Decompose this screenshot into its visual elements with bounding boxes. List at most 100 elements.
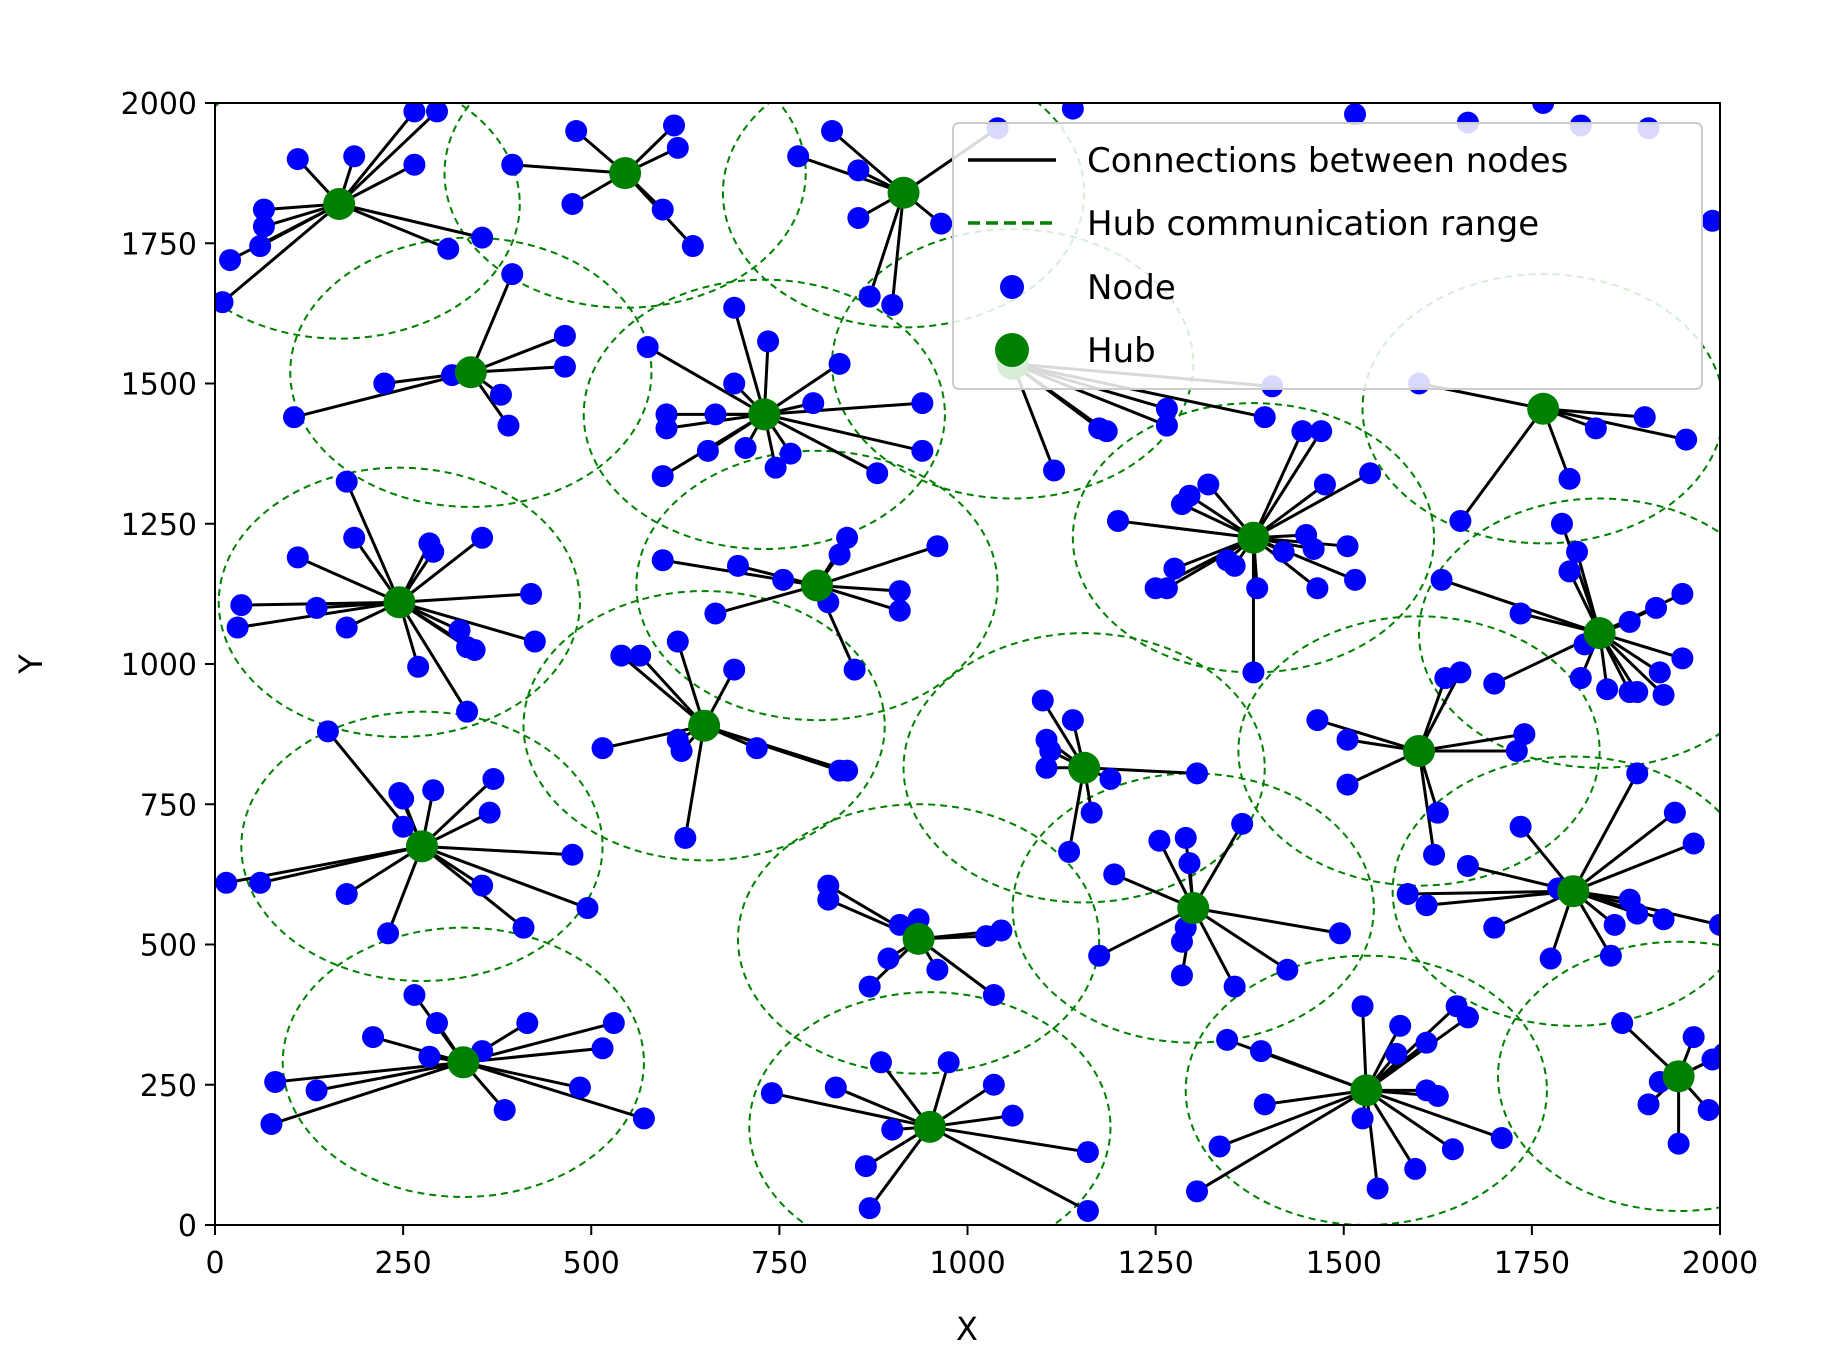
node-7-7 (723, 658, 746, 681)
node-extra-6 (1701, 209, 1720, 232)
node-1-0 (501, 153, 524, 176)
node-5-14 (520, 582, 543, 605)
connection-4-0 (646, 345, 766, 416)
connection-5-2 (297, 556, 400, 604)
connection-13-11 (1192, 906, 1341, 935)
connection-11-1 (835, 1086, 931, 1129)
node-4-4 (696, 439, 719, 462)
hub-range-9 (281, 926, 645, 1198)
node-13-4 (1170, 964, 1193, 987)
hub-range-4 (582, 278, 946, 550)
node-8-10 (478, 801, 501, 824)
node-4-12 (802, 392, 825, 415)
connection-9-10 (463, 1060, 581, 1090)
node-4-7 (723, 296, 746, 319)
connection-4-15 (763, 412, 923, 453)
node-13-0 (1088, 944, 1111, 967)
node-5-16 (456, 700, 479, 723)
node-8-14 (576, 897, 599, 920)
node-21-0 (1043, 459, 1066, 482)
node-20-5 (1675, 428, 1698, 451)
node-0-7 (403, 103, 426, 123)
connection-14-1 (1219, 1088, 1367, 1148)
connection-14-17 (1365, 1088, 1503, 1140)
node-17-7 (1712, 1043, 1720, 1065)
node-18-8 (1223, 554, 1246, 577)
x-tick-label-8: 2000 (1682, 1246, 1758, 1281)
node-3-7 (553, 324, 576, 347)
node-4-6 (723, 372, 746, 395)
node-8-7 (422, 779, 445, 802)
y-tick-label-6: 1500 (121, 368, 197, 403)
node-extra-1 (1344, 103, 1367, 126)
node-4-10 (764, 456, 787, 479)
connection-14-14 (1365, 1089, 1454, 1151)
node-4-14 (866, 462, 889, 485)
connection-0-7 (337, 110, 416, 205)
node-12-4 (1061, 709, 1084, 732)
node-7-10 (836, 759, 859, 782)
node-14-17 (1490, 1127, 1513, 1150)
node-9-6 (425, 1012, 448, 1035)
node-0-9 (403, 153, 426, 176)
connection-14-15 (1365, 1005, 1458, 1092)
node-10-8 (982, 983, 1005, 1006)
node-20-0 (1449, 509, 1472, 532)
connection-6-1 (715, 584, 818, 615)
node-12-7 (1099, 768, 1122, 791)
legend-node-swatch (1000, 275, 1024, 299)
node-18-10 (1246, 577, 1269, 600)
connection-2-5 (890, 192, 906, 306)
node-5-6 (343, 526, 366, 549)
connection-4-7 (732, 307, 766, 415)
y-tick-label-5: 1250 (121, 508, 197, 543)
node-12-5 (1058, 840, 1081, 863)
connection-5-14 (399, 592, 532, 604)
hub-7 (688, 709, 721, 742)
hub-13 (1177, 892, 1210, 925)
node-13-11 (1328, 922, 1351, 945)
hub-11 (913, 1110, 946, 1143)
node-4-9 (757, 330, 780, 353)
node-12-3 (1035, 756, 1058, 779)
node-8-5 (392, 787, 415, 810)
node-9-9 (516, 1012, 539, 1035)
connection-8-1 (259, 844, 423, 885)
hub-range-14 (1184, 954, 1548, 1225)
node-13-6 (1178, 852, 1201, 875)
node-0-3 (252, 215, 275, 238)
node-11-5 (881, 1118, 904, 1141)
hub-range-7 (522, 590, 886, 862)
node-11-8 (1001, 1104, 1024, 1127)
hub-3 (454, 356, 487, 389)
connection-20-5 (1542, 407, 1687, 442)
plot-area (215, 103, 1720, 1225)
node-18-3 (1163, 557, 1186, 580)
connection-11-3 (868, 1125, 932, 1210)
connection-2-4 (868, 192, 905, 298)
node-19-15 (1671, 582, 1694, 605)
connection-7-6 (683, 725, 706, 839)
node-18-5 (1178, 484, 1201, 507)
node-14-11 (1415, 1031, 1438, 1054)
node-0-5 (286, 148, 309, 171)
node-10-6 (926, 958, 949, 981)
legend-label-hub: Hub (1087, 331, 1156, 371)
connection-18-19 (1252, 536, 1356, 582)
node-6-3 (772, 568, 795, 591)
node-9-13 (632, 1107, 655, 1130)
legend-label-node: Node (1087, 268, 1176, 308)
connection-8-13 (421, 844, 573, 857)
connection-8-14 (421, 844, 589, 910)
node-9-3 (362, 1026, 385, 1049)
hub-range-15 (1237, 615, 1601, 887)
hub-range-8 (240, 710, 604, 982)
connection-8-11 (420, 777, 495, 848)
node-0-11 (471, 226, 494, 249)
node-16-15 (1709, 913, 1720, 936)
x-tick-label-1: 250 (374, 1246, 431, 1281)
legend-box (952, 122, 1703, 390)
node-14-0 (1186, 1180, 1209, 1203)
connection-14-4 (1264, 1088, 1367, 1106)
connection-3-5 (469, 273, 514, 373)
